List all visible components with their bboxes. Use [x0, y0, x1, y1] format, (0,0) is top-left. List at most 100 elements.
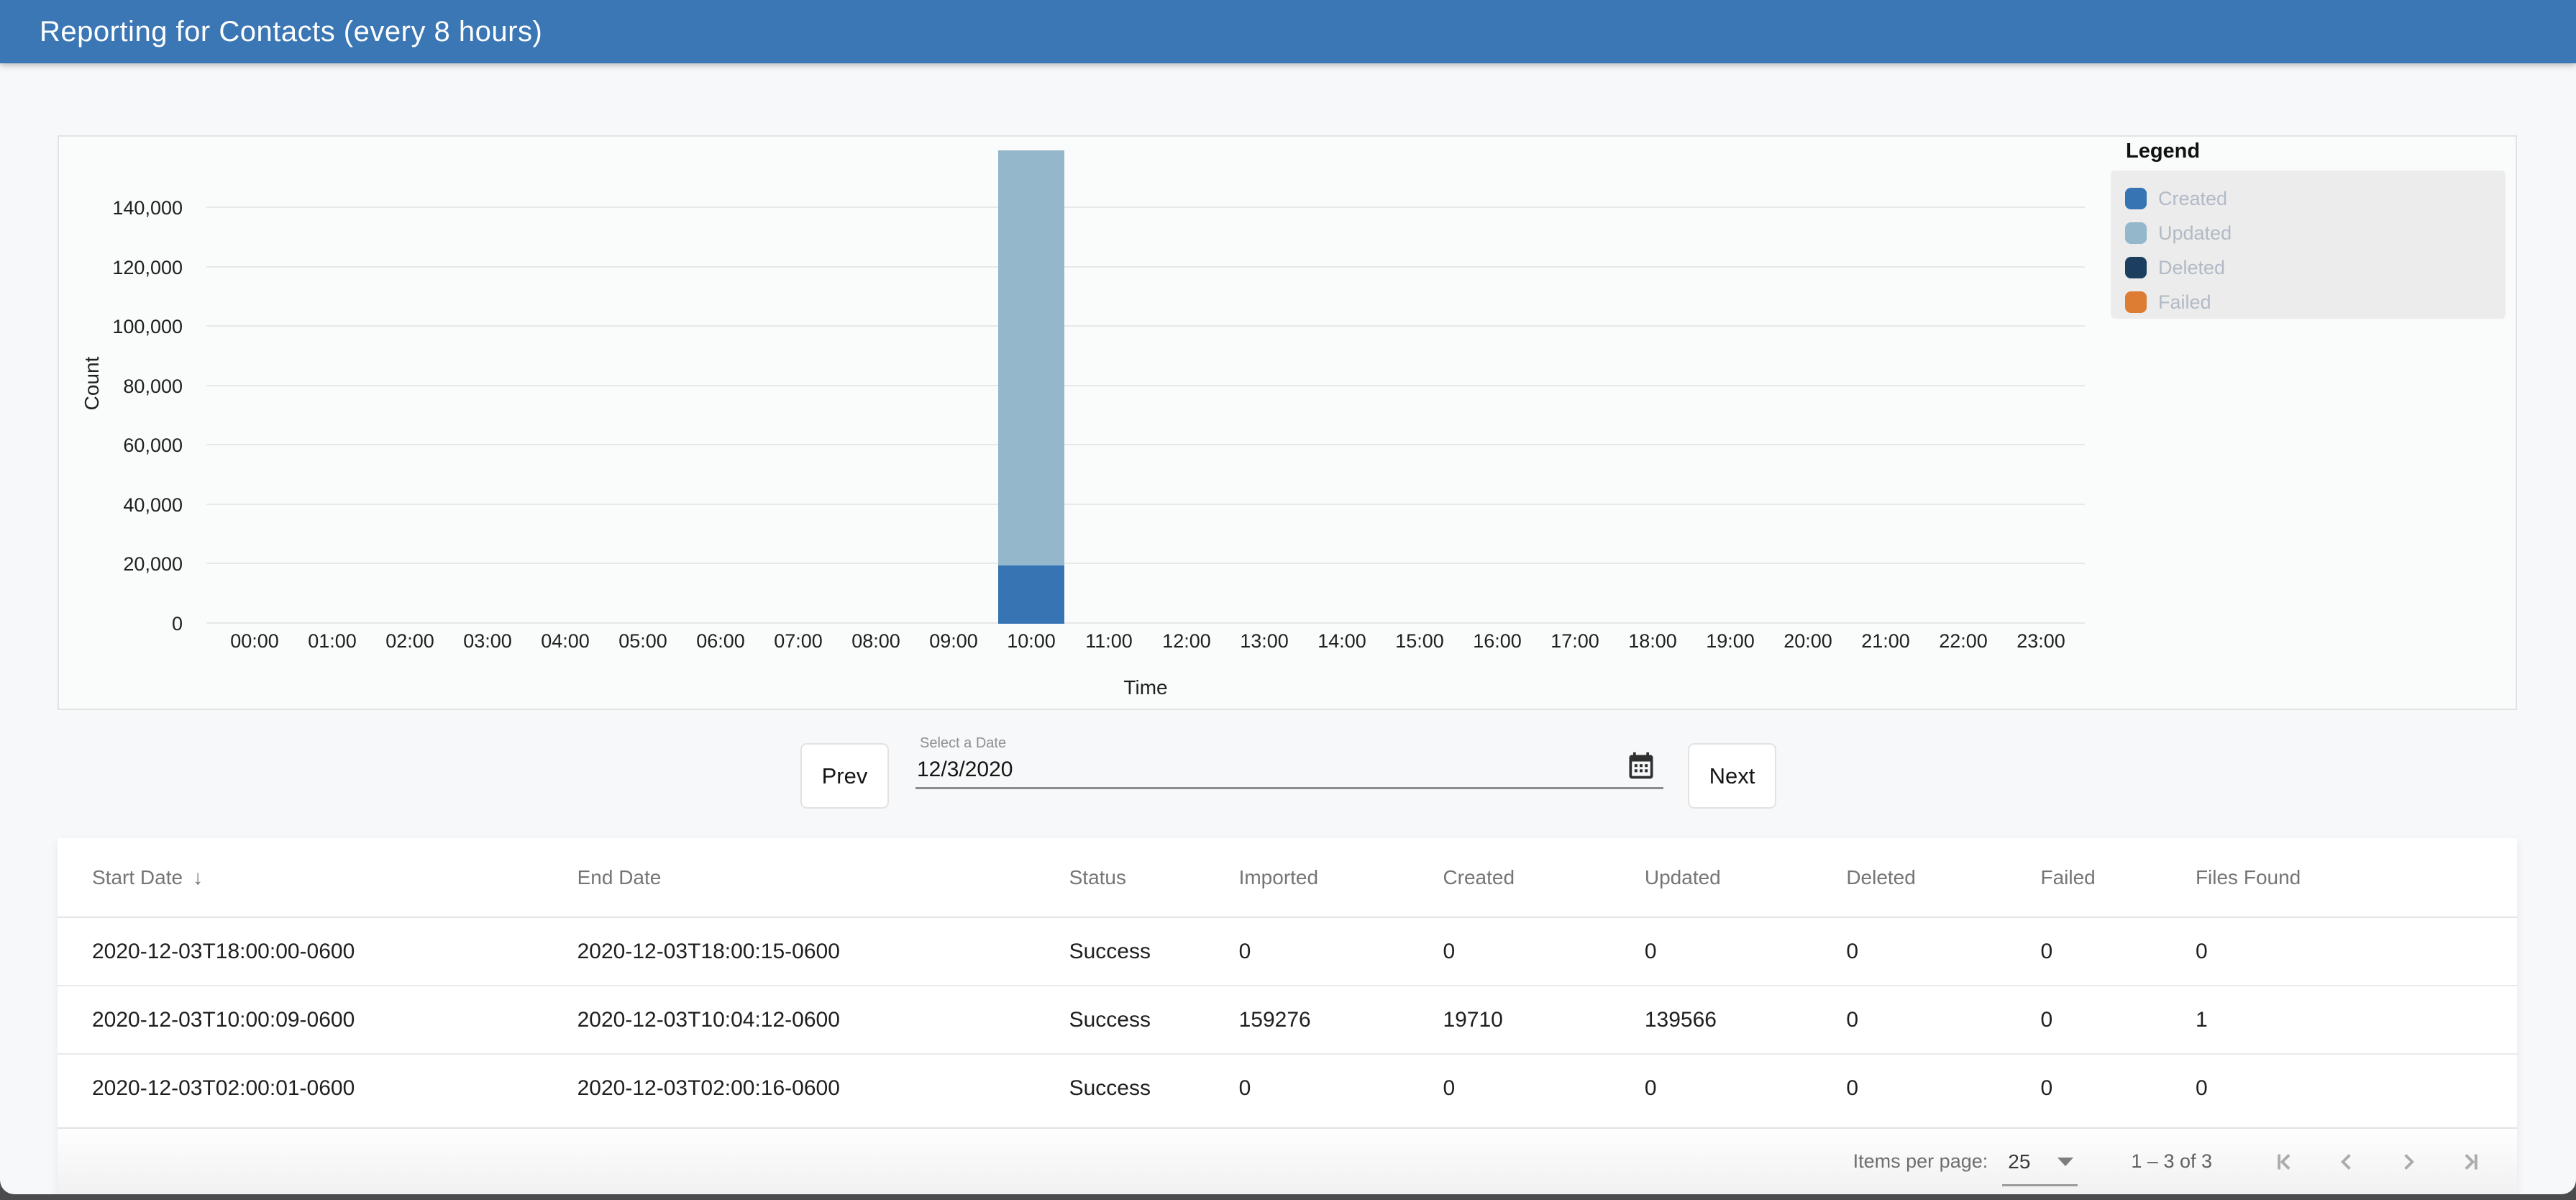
table-cell: 2020-12-03T02:00:16-0600 — [577, 1076, 840, 1100]
last-page-button[interactable] — [2455, 1147, 2485, 1177]
gridline — [206, 206, 2085, 208]
column-header-updated: Updated — [1643, 838, 1846, 918]
gridline — [206, 622, 2085, 624]
table-cell: 0 — [1845, 917, 2040, 986]
table-row: 2020-12-03T18:00:00-0600 2020-12-03T18:00… — [58, 917, 2517, 986]
app-bar: Reporting for Contacts (every 8 hours) — [0, 0, 2576, 63]
x-tick-label: 23:00 — [2017, 630, 2065, 652]
bar-segment-created[interactable] — [998, 565, 1064, 624]
x-tick-label: 05:00 — [618, 630, 667, 652]
items-per-page-select[interactable]: 25 — [2002, 1150, 2078, 1186]
table-header-row: Start Date ↓ End Date Status Imported Created… — [58, 838, 2517, 918]
x-tick-label: 14:00 — [1317, 630, 1366, 652]
table-cell: 0 — [1238, 917, 1443, 986]
table-cell: 0 — [1845, 986, 2040, 1055]
table-cell: 0 — [1846, 1076, 1858, 1100]
table-cell: 0 — [2195, 1076, 2208, 1100]
table-cell: 0 — [1443, 1076, 1456, 1100]
sort-descending-icon: ↓ — [193, 865, 204, 888]
x-tick-label: 09:00 — [929, 630, 978, 652]
x-tick-label: 22:00 — [1939, 630, 1988, 652]
x-tick-label: 20:00 — [1783, 630, 1832, 652]
x-tick-label: 03:00 — [463, 630, 512, 652]
column-header-end-date: End Date — [576, 838, 1069, 918]
table-cell: Success — [1068, 986, 1238, 1055]
page-title: Reporting for Contacts (every 8 hours) — [40, 15, 543, 47]
table-cell: 2020-12-03T02:00:01-0600 — [92, 1076, 355, 1100]
legend-title: Legend — [2126, 140, 2201, 163]
table-cell: Success — [1068, 917, 1238, 986]
y-tick-label: 40,000 — [123, 494, 183, 516]
bar-segment-updated[interactable] — [998, 150, 1064, 565]
gridline — [206, 384, 2085, 386]
y-tick-label: 80,000 — [123, 375, 183, 397]
legend-item-created[interactable]: Created — [2125, 181, 2506, 216]
paginator: Items per page: 25 1 – 3 of 3 — [58, 1127, 2517, 1194]
legend-item-label: Failed — [2158, 291, 2211, 313]
table-cell: 2020-12-03T18:00:00-0600 — [58, 917, 577, 986]
x-tick-label: 21:00 — [1861, 630, 1910, 652]
table-cell: 1 — [2194, 986, 2517, 1055]
legend-swatch-icon — [2125, 188, 2147, 209]
date-input-underline — [915, 787, 1663, 789]
x-tick-label: 00:00 — [230, 630, 279, 652]
x-tick-label: 08:00 — [851, 630, 900, 652]
x-tick-label: 13:00 — [1240, 630, 1289, 652]
column-header-start-date[interactable]: Start Date ↓ — [58, 838, 577, 918]
table-cell: 0 — [2040, 1076, 2053, 1100]
calendar-toggle-button[interactable] — [1625, 750, 1657, 781]
y-tick-label: 60,000 — [123, 435, 183, 457]
table-cell: 0 — [1643, 917, 1846, 986]
prev-day-button[interactable]: Prev — [800, 743, 889, 809]
table-row: 2020-12-03T02:00:01-0600 2020-12-03T02:00… — [58, 1054, 2517, 1122]
x-tick-label: 19:00 — [1706, 630, 1755, 652]
gridline — [206, 265, 2085, 268]
table-cell: 2020-12-03T10:00:09-0600 — [58, 986, 577, 1055]
next-page-button[interactable] — [2393, 1147, 2424, 1177]
x-tick-label: 04:00 — [541, 630, 590, 652]
table-row: 2020-12-03T10:00:09-0600 2020-12-03T10:04… — [58, 986, 2517, 1055]
x-tick-label: 07:00 — [774, 630, 823, 652]
previous-page-button[interactable] — [2331, 1147, 2362, 1177]
legend-item-failed[interactable]: Failed — [2125, 285, 2506, 319]
chart-plot-area — [206, 137, 2085, 624]
table-cell: 0 — [2194, 917, 2517, 986]
y-tick-label: 20,000 — [123, 553, 183, 576]
gridline — [206, 325, 2085, 327]
first-page-button[interactable] — [2270, 1147, 2300, 1177]
legend-item-updated[interactable]: Updated — [2125, 216, 2506, 250]
table-cell: 0 — [2040, 917, 2195, 986]
table-cell: 159276 — [1238, 986, 1443, 1055]
x-axis-title: Time — [1123, 676, 1168, 699]
y-tick-label: 100,000 — [112, 316, 183, 338]
dropdown-arrow-icon — [2057, 1157, 2074, 1166]
legend-swatch-icon — [2125, 291, 2147, 313]
legend-item-label: Deleted — [2158, 256, 2226, 278]
chevron-left-icon — [2341, 1153, 2351, 1170]
items-per-page-label: Items per page: — [1853, 1150, 1988, 1172]
page-range-label: 1 – 3 of 3 — [2131, 1150, 2212, 1172]
gridline — [206, 563, 2085, 565]
legend-item-deleted[interactable]: Deleted — [2125, 250, 2506, 285]
column-header-failed: Failed — [2040, 838, 2195, 918]
legend-item-label: Updated — [2158, 222, 2232, 244]
table-cell: 2020-12-03T10:04:12-0600 — [576, 986, 1069, 1055]
x-tick-label: 15:00 — [1395, 630, 1444, 652]
column-header-created: Created — [1442, 838, 1644, 918]
table-cell: 2020-12-03T18:00:15-0600 — [576, 917, 1069, 986]
x-tick-label: 16:00 — [1473, 630, 1522, 652]
x-tick-label: 12:00 — [1162, 630, 1211, 652]
column-header-files-found: Files Found — [2194, 838, 2517, 918]
results-table: Start Date ↓ End Date Status Imported Created… — [58, 838, 2517, 1122]
last-page-icon — [2465, 1153, 2477, 1170]
x-tick-label: 06:00 — [696, 630, 745, 652]
gridline — [206, 444, 2085, 446]
results-table-card: Start Date ↓ End Date Status Imported Created… — [58, 838, 2517, 1194]
table-cell: 139566 — [1643, 986, 1846, 1055]
table-cell: Success — [1069, 1076, 1151, 1100]
legend-swatch-icon — [2125, 222, 2147, 244]
next-day-button[interactable]: Next — [1688, 743, 1776, 809]
column-header-status: Status — [1068, 838, 1238, 918]
date-input[interactable] — [917, 754, 1607, 786]
table-cell: 0 — [2040, 986, 2195, 1055]
